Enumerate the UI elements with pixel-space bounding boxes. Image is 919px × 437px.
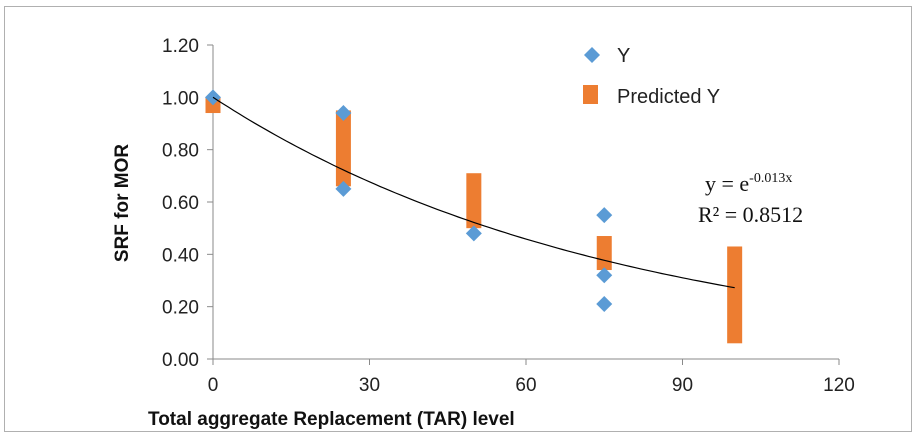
equation-exponent: -0.013x xyxy=(749,171,792,186)
y-tick-label: 0.60 xyxy=(162,193,199,214)
equation-base: y = e xyxy=(705,171,749,196)
legend-label-y: Y xyxy=(617,45,630,67)
y-points xyxy=(205,89,613,313)
y-point xyxy=(596,267,613,284)
predicted-y-bar xyxy=(466,173,482,229)
x-axis-ticks: 0 30 60 90 120 xyxy=(208,359,855,396)
scatter-chart: 0.000.200.400.600.801.001.20 0 30 60 90 120 … xyxy=(112,36,855,430)
x-axis-title: Total aggregate Replacement (TAR) level xyxy=(148,409,515,430)
legend-marker-y xyxy=(584,47,600,63)
legend-label-predicted-y: Predicted Y xyxy=(617,86,720,108)
chart-frame: 0.00 0.20 0.40 0.60 0.80 1.00 1.20 0 30 60 90 120 … xyxy=(4,6,912,432)
predicted-y-bar xyxy=(596,236,612,271)
y-point xyxy=(335,180,352,197)
predicted-y-bars xyxy=(205,97,743,344)
trendline-equation-text: y = e-0.013x xyxy=(705,171,792,196)
x-tick-label: 30 xyxy=(359,375,380,396)
x-tick-label: 90 xyxy=(672,375,693,396)
r-squared-text: R² = 0.8512 xyxy=(698,202,803,227)
predicted-y-bar xyxy=(727,246,743,344)
y-tick-label: 0.40 xyxy=(162,245,199,266)
y-tick-label: 0.20 xyxy=(162,298,199,319)
y-point xyxy=(596,207,613,224)
y-point xyxy=(335,105,352,122)
x-tick-label: 0 xyxy=(208,375,219,396)
x-tick-label: 60 xyxy=(515,375,536,396)
y-tick-label: 1.00 xyxy=(162,88,199,109)
trendline xyxy=(212,96,735,289)
y-tick-label: 0.00 xyxy=(162,350,199,371)
predicted-y-bar xyxy=(335,110,351,187)
y-point xyxy=(596,296,613,313)
trendline-equation: y = e-0.013x R² = 0.8512 xyxy=(698,171,803,227)
y-tick-label: 0.80 xyxy=(162,141,199,162)
legend: Y Predicted Y xyxy=(583,45,720,108)
y-tick-label: 1.20 xyxy=(162,36,199,57)
legend-marker-predicted-y xyxy=(583,85,598,104)
y-point xyxy=(465,225,482,242)
y-axis-title: SRF for MOR xyxy=(112,144,133,262)
x-tick-label: 120 xyxy=(823,375,855,396)
y-axis-ticks: 0.00 0.20 0.40 0.60 0.80 1.00 1.20 xyxy=(162,36,213,371)
